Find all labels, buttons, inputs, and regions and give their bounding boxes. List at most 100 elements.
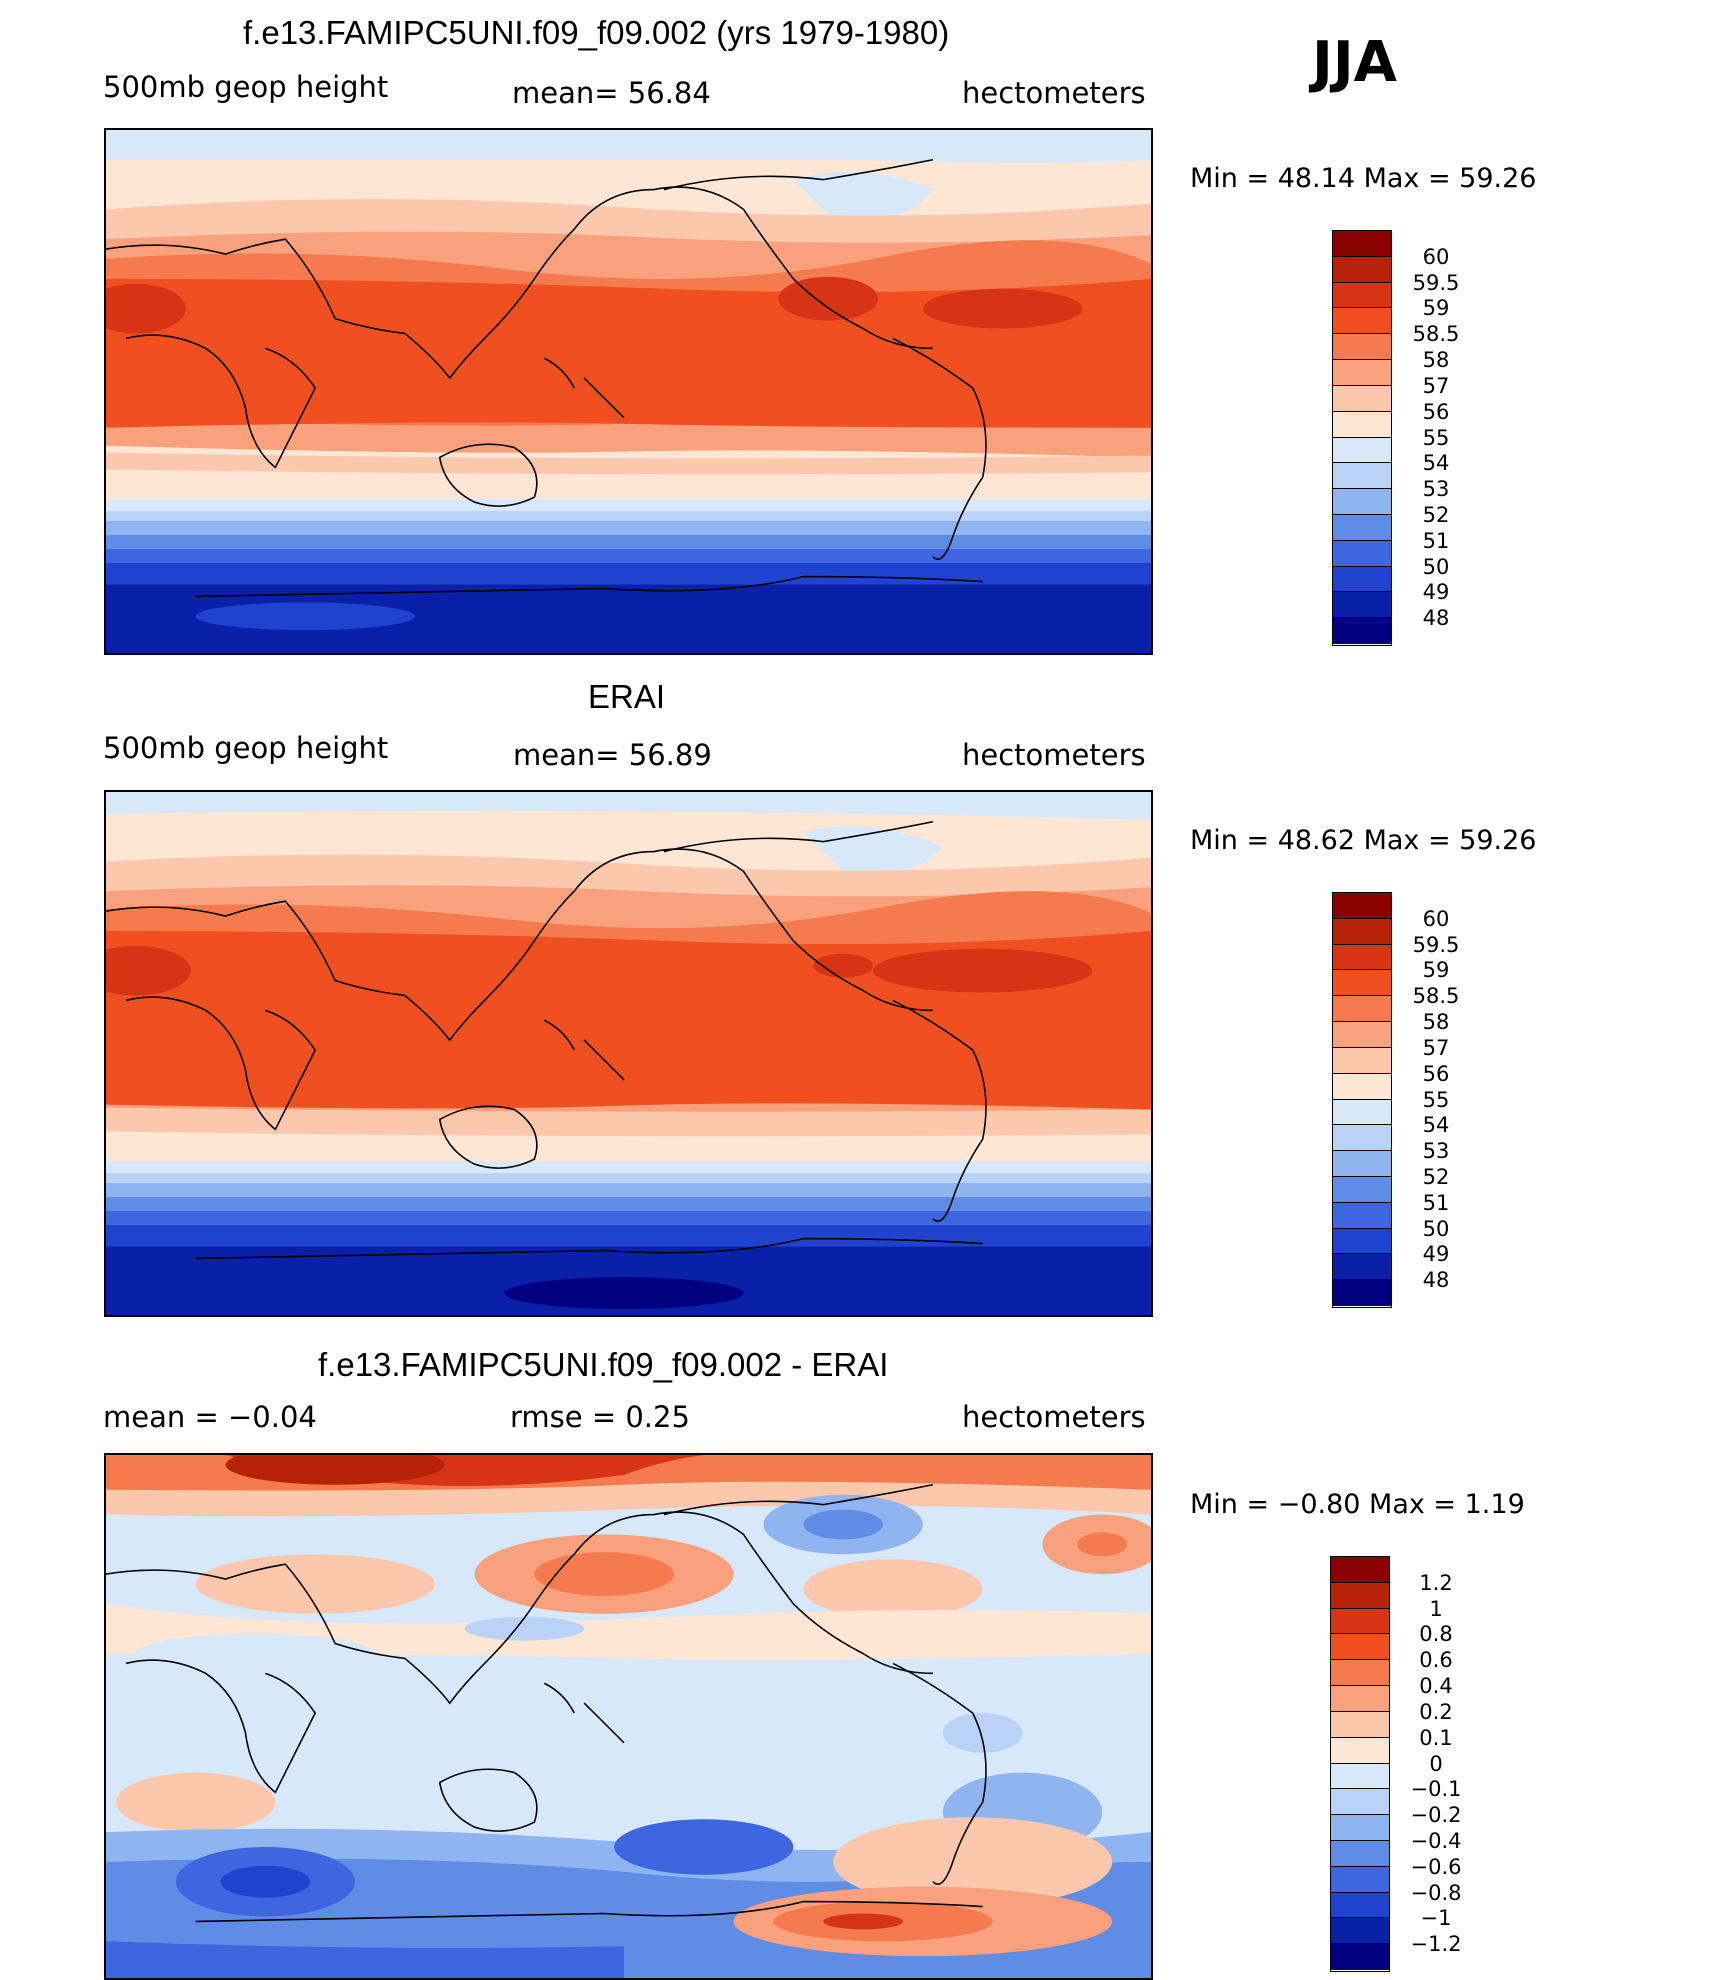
colorbar-label: 51 xyxy=(1422,528,1450,553)
colorbar-label: 56 xyxy=(1422,399,1450,424)
colorbar-label: 1.2 xyxy=(1419,1570,1453,1595)
colorbar-label: 48 xyxy=(1422,1268,1450,1293)
panel-2-contour-field xyxy=(106,792,1151,1315)
colorbar-label: 55 xyxy=(1422,425,1450,450)
colorbar-label: 58 xyxy=(1422,1010,1450,1035)
colorbar-label: 0.8 xyxy=(1419,1622,1453,1647)
colorbar-box xyxy=(1331,1711,1389,1738)
colorbar-box xyxy=(1333,463,1391,490)
colorbar-box xyxy=(1333,1047,1391,1074)
colorbar-box xyxy=(1331,1892,1389,1919)
colorbar-box xyxy=(1331,1866,1389,1893)
panel-1-mean-label: mean= 56.84 xyxy=(512,76,711,110)
panel-2-coastlines xyxy=(106,820,987,1260)
colorbar-box xyxy=(1331,1789,1389,1816)
colorbar-label: −1.2 xyxy=(1410,1932,1462,1957)
colorbar-box xyxy=(1331,1660,1389,1687)
panel-3-coastlines xyxy=(106,1483,987,1923)
colorbar-label: 59.5 xyxy=(1412,270,1460,295)
colorbar-box xyxy=(1333,1202,1391,1229)
colorbar-label: 58.5 xyxy=(1412,984,1460,1009)
colorbar-label: 50 xyxy=(1422,554,1450,579)
colorbar-label: 57 xyxy=(1422,1035,1450,1060)
colorbar-box xyxy=(1333,918,1391,945)
panel-3-title: f.e13.FAMIPC5UNI.f09_f09.002 - ERAI xyxy=(318,1346,889,1383)
colorbar-label: 59.5 xyxy=(1412,932,1460,957)
panel-1-map xyxy=(104,128,1153,655)
colorbar-box xyxy=(1333,308,1391,335)
panel-2-mean-label: mean= 56.89 xyxy=(513,738,712,772)
colorbar-box xyxy=(1333,334,1391,361)
colorbar-label: 58 xyxy=(1422,348,1450,373)
colorbar-label: 53 xyxy=(1422,1139,1450,1164)
colorbar-box xyxy=(1331,1737,1389,1764)
panel-1-coastlines xyxy=(106,158,987,598)
panel-3-rmse-label: rmse = 0.25 xyxy=(510,1400,690,1434)
colorbar-box xyxy=(1333,592,1391,619)
colorbar-label: 57 xyxy=(1422,373,1450,398)
colorbar-box xyxy=(1333,944,1391,971)
colorbar-box xyxy=(1331,1608,1389,1635)
colorbar-box xyxy=(1333,360,1391,386)
colorbar-box xyxy=(1331,1763,1389,1790)
panel-1-contour-field xyxy=(106,130,1151,653)
panel-3-colorbar xyxy=(1330,1556,1390,1972)
colorbar-label: 60 xyxy=(1422,244,1450,269)
colorbar-label: 54 xyxy=(1422,451,1450,476)
colorbar-box xyxy=(1331,1944,1389,1970)
panel-2-map xyxy=(104,790,1153,1317)
panel-2-minmax: Min = 48.62 Max = 59.26 xyxy=(1190,825,1537,856)
colorbar-box xyxy=(1333,893,1391,919)
colorbar-label: −0.4 xyxy=(1410,1828,1462,1853)
colorbar-box xyxy=(1333,1228,1391,1255)
colorbar-box xyxy=(1333,1176,1391,1203)
colorbar-box xyxy=(1331,1840,1389,1867)
colorbar-box xyxy=(1333,1099,1391,1126)
colorbar-box xyxy=(1333,970,1391,997)
colorbar-label: 51 xyxy=(1422,1190,1450,1215)
colorbar-box xyxy=(1333,231,1391,257)
colorbar-label: 0.4 xyxy=(1419,1674,1453,1699)
panel-3-contour-field xyxy=(106,1455,1151,1978)
colorbar-box xyxy=(1333,282,1391,309)
colorbar-box xyxy=(1333,1254,1391,1281)
panel-3-units-label: hectometers xyxy=(962,1400,1146,1434)
panel-2-variable-label: 500mb geop height xyxy=(103,731,389,765)
colorbar-label: −1 xyxy=(1420,1906,1452,1931)
colorbar-box xyxy=(1333,489,1391,515)
colorbar-box xyxy=(1333,1280,1391,1306)
panel-1-title: f.e13.FAMIPC5UNI.f09_f09.002 (yrs 1979-1… xyxy=(243,14,950,51)
colorbar-label: 52 xyxy=(1422,502,1450,527)
colorbar-label: −0.8 xyxy=(1410,1880,1462,1905)
colorbar-label: 54 xyxy=(1422,1113,1450,1138)
panel-1-colorbar xyxy=(1332,230,1392,646)
colorbar-box xyxy=(1331,1582,1389,1609)
panel-2-units-label: hectometers xyxy=(962,738,1146,772)
panel-1-minmax: Min = 48.14 Max = 59.26 xyxy=(1190,163,1537,194)
panel-1-units-label: hectometers xyxy=(962,76,1146,110)
colorbar-label: 52 xyxy=(1422,1164,1450,1189)
colorbar-label: 59 xyxy=(1422,296,1450,321)
panel-2-colorbar xyxy=(1332,892,1392,1308)
colorbar-label: 0.2 xyxy=(1419,1699,1453,1724)
colorbar-label: 0.1 xyxy=(1419,1725,1453,1750)
colorbar-box xyxy=(1333,540,1391,567)
colorbar-label: 48 xyxy=(1422,606,1450,631)
colorbar-box xyxy=(1331,1686,1389,1712)
panel-3-minmax: Min = −0.80 Max = 1.19 xyxy=(1190,1489,1525,1520)
colorbar-box xyxy=(1333,437,1391,464)
panel-3-mean-label: mean = −0.04 xyxy=(103,1400,317,1434)
colorbar-label: 49 xyxy=(1422,1242,1450,1267)
panel-3-map xyxy=(104,1453,1153,1980)
colorbar-box xyxy=(1333,385,1391,412)
colorbar-box xyxy=(1333,514,1391,541)
colorbar-label: 53 xyxy=(1422,477,1450,502)
colorbar-label: −0.6 xyxy=(1410,1854,1462,1879)
colorbar-box xyxy=(1333,1151,1391,1177)
colorbar-box xyxy=(1333,411,1391,438)
colorbar-label: 56 xyxy=(1422,1061,1450,1086)
colorbar-label: 60 xyxy=(1422,906,1450,931)
colorbar-box xyxy=(1331,1815,1389,1841)
colorbar-label: 1 xyxy=(1429,1596,1443,1621)
colorbar-box xyxy=(1331,1634,1389,1661)
